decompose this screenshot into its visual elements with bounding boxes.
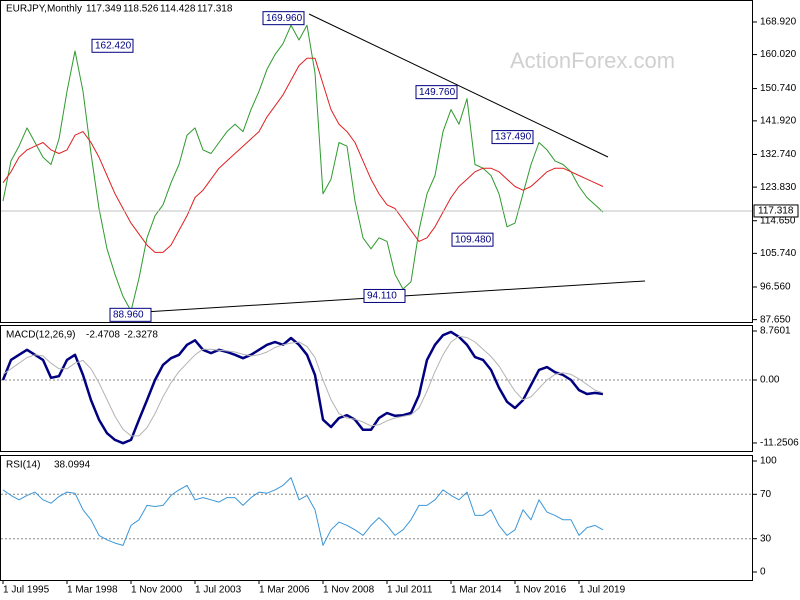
price-label-box	[753, 204, 799, 218]
annotation-label: 162.420	[95, 40, 132, 51]
annotation-label: 169.960	[266, 13, 303, 24]
readout: -2.4708	[86, 330, 120, 341]
x-tick-label: 1 Mar 2006	[259, 585, 310, 596]
annotation-label: 149.760	[419, 87, 456, 98]
y-tick-label: 141.920	[760, 116, 797, 127]
y-tick-label: 30	[760, 533, 772, 544]
series-line	[2, 57, 604, 253]
x-tick-label: 1 Jul 1995	[3, 585, 50, 596]
readout: 38.0994	[54, 460, 91, 471]
x-tick-label: 1 Nov 2016	[515, 585, 567, 596]
ohlc-value: 117.349	[86, 4, 122, 15]
annotation-label: 88.960	[113, 309, 144, 320]
price-panel	[0, 0, 753, 323]
macd-title: MACD(12,26,9)	[6, 330, 75, 341]
y-tick-label: 123.830	[760, 182, 797, 193]
macd-panel	[0, 325, 753, 452]
ohlc-value: 117.318	[197, 4, 233, 15]
annotation-label: 109.480	[455, 234, 492, 245]
x-tick-label: 1 Jul 2019	[579, 585, 626, 596]
annotation-label: 94.110	[367, 291, 397, 302]
x-tick-label: 1 Mar 1998	[67, 585, 118, 596]
y-tick-label: 70	[760, 489, 772, 500]
y-tick-label: 150.740	[760, 83, 797, 94]
annotation-box	[91, 38, 134, 53]
annotation-box	[262, 11, 305, 26]
price-label: 117.318	[758, 206, 794, 217]
chart-title: EURJPY,Monthly	[6, 4, 82, 15]
annotation-box	[109, 307, 152, 322]
y-tick-label: 105.740	[760, 248, 797, 259]
watermark: ActionForex.com	[510, 48, 675, 73]
annotation-label: 137.490	[495, 132, 532, 143]
y-tick-label: 114.650	[760, 215, 796, 226]
x-tick-label: 1 Nov 2008	[323, 585, 375, 596]
y-tick-label: 96.560	[760, 282, 791, 293]
x-tick-label: 1 Mar 2014	[451, 585, 502, 596]
y-tick-label: 168.920	[760, 17, 797, 28]
x-tick-label: 1 Nov 2000	[131, 585, 183, 596]
ohlc-value: 118.526	[123, 4, 159, 15]
series-line	[2, 477, 604, 546]
y-tick-label: 160.020	[760, 49, 797, 60]
ohlc-value: 114.428	[160, 4, 196, 15]
rsi-panel	[0, 455, 753, 581]
y-tick-label: 0	[760, 567, 766, 578]
y-tick-label: -11.2506	[760, 438, 799, 449]
series-line	[2, 335, 604, 437]
x-tick-label: 1 Jul 2003	[195, 585, 242, 596]
y-tick-label: 132.740	[760, 149, 797, 160]
annotation-box	[415, 85, 458, 100]
series-line	[1, 330, 604, 445]
y-tick-label: 8.7601	[760, 326, 791, 337]
series-line	[2, 24, 604, 312]
annotation-box	[491, 130, 534, 145]
readout: -2.3278	[124, 330, 158, 341]
rsi-title: RSI(14)	[6, 460, 40, 471]
y-tick-label: 87.650	[760, 314, 791, 325]
annotation-box	[363, 288, 406, 303]
trendline	[308, 13, 609, 158]
y-tick-label: 100	[760, 456, 777, 467]
x-tick-label: 1 Jul 2011	[387, 585, 433, 596]
y-tick-label: 0.00	[760, 375, 780, 386]
annotation-box	[451, 232, 494, 247]
